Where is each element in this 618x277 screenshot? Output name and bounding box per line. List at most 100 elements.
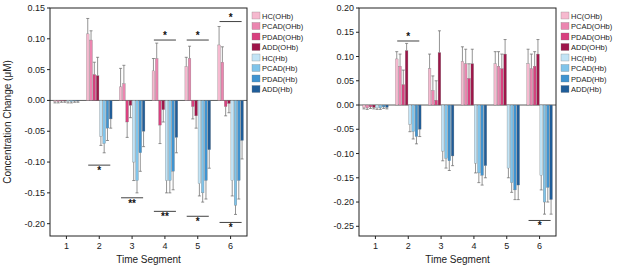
y-tick-label: -0.20 [333,197,354,207]
legend-label: PCAD(Hb) [571,64,607,73]
bar [533,66,536,105]
bar [224,100,227,106]
y-tick [356,226,359,227]
error-bar [445,158,448,168]
bar [468,78,471,105]
legend-label: HC(OHb) [571,12,603,21]
x-tick [99,236,100,239]
legend-label: HC(Hb) [571,54,597,63]
error-bar [497,52,500,67]
legend-label: ADD(Hb) [571,85,602,94]
legend-swatch [561,44,569,51]
error-bar [431,76,434,91]
error-bar [484,166,487,178]
bar [494,64,497,105]
bar [537,54,540,105]
bar [77,100,80,102]
legend: HC(OHb)PCAD(OHb)PDAD(OHb)ADD(OHb)HC(Hb)P… [252,12,304,95]
error-bar [402,70,405,85]
bar [474,105,477,163]
error-bar [540,175,543,190]
legend-label: PCAD(OHb) [262,22,304,31]
bar [142,100,145,131]
error-bar [204,181,207,199]
bar [435,100,438,105]
bar [540,105,543,175]
error-bar [438,31,441,53]
figure: -0.20-0.15-0.10-0.050.000.050.100.151234… [0,0,618,277]
bar [106,100,109,128]
bar [67,100,70,101]
significance-mark: * [538,220,542,231]
y-tick [356,129,359,130]
bar [405,51,408,105]
error-bar [103,144,106,153]
y-tick [356,56,359,57]
bar [432,90,435,105]
x-axis-title: Time Segment [425,254,490,265]
bar [198,100,201,183]
legend-label: PCAD(OHb) [571,22,613,31]
error-bar [86,18,89,33]
legend-label: PDAD(Hb) [571,75,607,84]
error-bar [412,132,415,139]
y-tick-label: 0.00 [336,100,354,110]
error-bar [106,128,109,140]
x-tick [375,236,376,239]
bar [126,100,129,122]
bar [109,100,112,118]
error-bar [57,102,60,103]
bar [372,105,375,107]
error-bar [507,168,510,178]
error-bar [198,184,201,196]
chart-panel: -0.20-0.15-0.10-0.050.000.050.100.151234… [2,3,304,265]
error-bar [168,181,171,193]
bar [415,105,418,137]
bar [514,105,517,190]
error-bar [448,161,451,171]
bar [70,100,73,101]
x-tick-label: 3 [439,241,444,251]
bar [369,105,372,107]
bar [57,100,60,101]
x-tick-label: 1 [373,241,378,251]
significance-mark: * [406,31,410,42]
y-tick-label: 0.05 [336,76,354,86]
y-tick [356,153,359,154]
error-bar [201,193,204,202]
bar [162,100,165,109]
error-bar [530,54,533,69]
bar [484,105,487,166]
error-bar [372,107,375,108]
bar [234,100,237,205]
bar [136,100,139,180]
error-bar [382,107,385,108]
error-bar [70,102,73,103]
legend-swatch [252,75,260,82]
x-tick [441,236,442,239]
bar [428,69,431,105]
legend-label: ADD(OHb) [262,43,299,52]
legend-label: ADD(Hb) [262,85,293,94]
x-tick-label: 5 [504,241,509,251]
bar [169,100,172,180]
x-tick [408,236,409,239]
error-bar [550,200,553,215]
error-bar [99,136,102,145]
significance-mark: * [196,30,200,41]
significance-mark: * [97,165,101,176]
error-bar [129,105,132,117]
bar [497,66,500,105]
zero-line [50,100,247,101]
significance-mark: ** [128,198,136,209]
bar [445,105,448,158]
x-tick [164,236,165,239]
legend-swatch [252,44,260,51]
error-bar [53,102,56,103]
bar [543,105,546,202]
error-bar [234,205,237,214]
legend-label: HC(Hb) [262,54,288,63]
significance-mark: * [229,222,233,233]
bar [363,105,366,107]
x-tick-label: 4 [162,241,167,251]
